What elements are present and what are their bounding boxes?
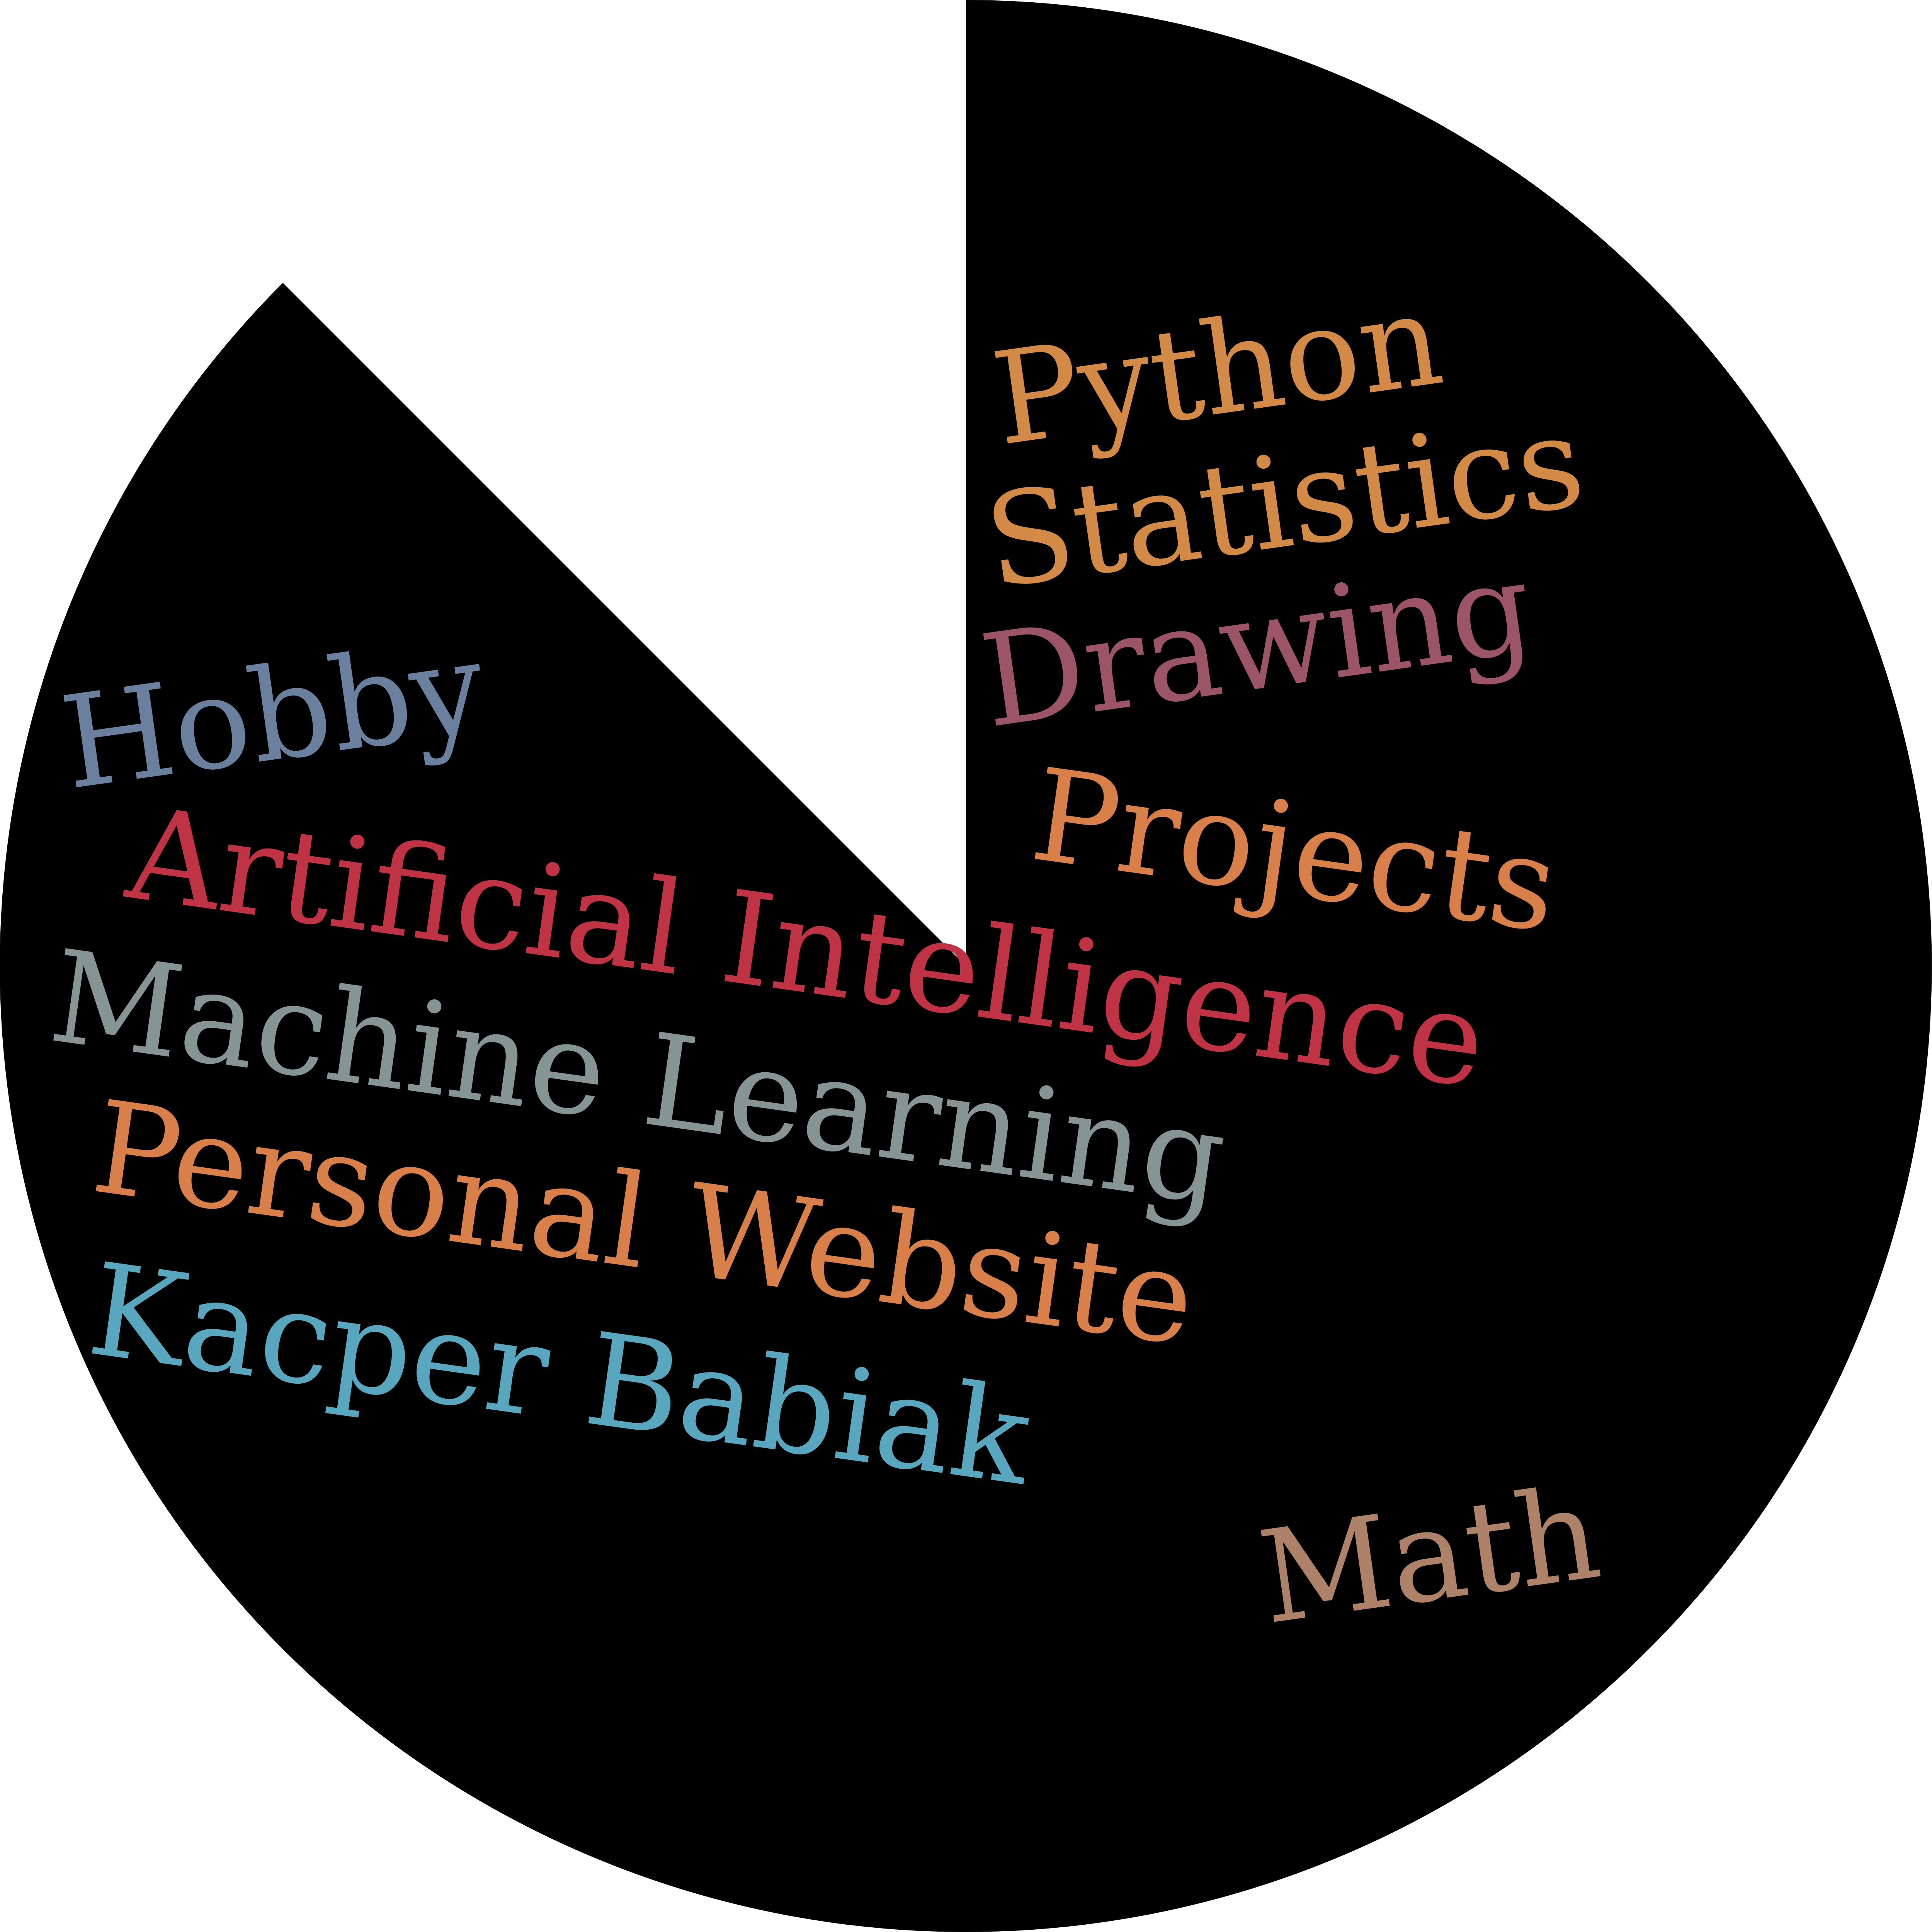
word-cloud-canvas: Python Statistics Drawing Projects Hobby… <box>0 0 1932 1932</box>
